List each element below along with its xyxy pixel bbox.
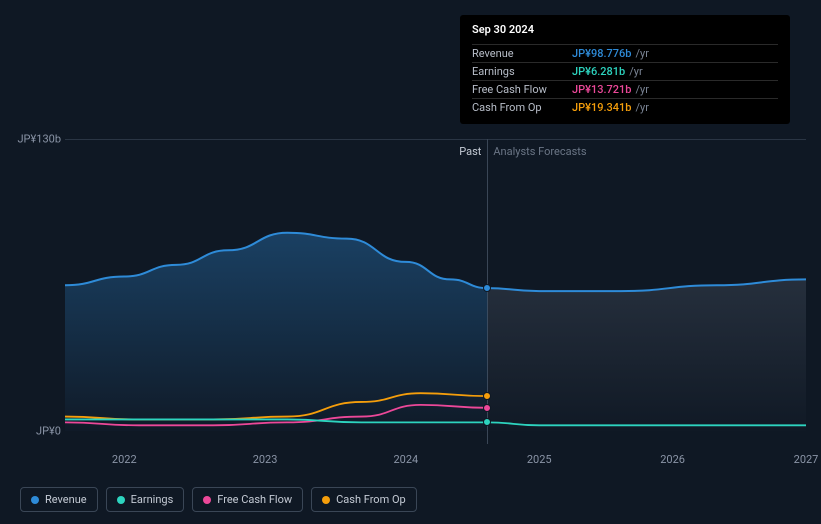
tooltip-label: Cash From Op — [472, 101, 572, 114]
marker-revenue — [483, 284, 491, 292]
tooltip-label: Earnings — [472, 65, 572, 78]
tooltip-row: Cash From OpJP¥19.341b /yr — [472, 98, 778, 116]
tooltip-label: Revenue — [472, 47, 572, 60]
legend-dot-icon — [117, 496, 125, 504]
tooltip-value: JP¥19.341b — [572, 101, 631, 114]
legend-item-earnings[interactable]: Earnings — [106, 487, 185, 512]
legend-label: Free Cash Flow — [217, 493, 292, 506]
tooltip-row: RevenueJP¥98.776b /yr — [472, 44, 778, 62]
tooltip-suffix: /yr — [635, 101, 648, 114]
tooltip-row: EarningsJP¥6.281b /yr — [472, 62, 778, 80]
tooltip-date: Sep 30 2024 — [472, 23, 778, 40]
legend: Revenue Earnings Free Cash Flow Cash From O… — [20, 487, 417, 512]
legend-label: Revenue — [45, 493, 87, 506]
x-axis-label: 2027 — [794, 453, 819, 466]
y-axis-label: JP¥130b — [11, 133, 61, 146]
legend-dot-icon — [203, 496, 211, 504]
marker-fcf — [483, 404, 491, 412]
legend-item-revenue[interactable]: Revenue — [20, 487, 98, 512]
tooltip-suffix: /yr — [635, 83, 648, 96]
x-axis-label: 2026 — [660, 453, 685, 466]
legend-item-cfo[interactable]: Cash From Op — [311, 487, 417, 512]
tooltip-value: JP¥13.721b — [572, 83, 631, 96]
legend-dot-icon — [322, 496, 330, 504]
tooltip: Sep 30 2024 RevenueJP¥98.776b /yrEarning… — [460, 15, 790, 124]
revenue-area-forecast — [487, 279, 806, 431]
tooltip-label: Free Cash Flow — [472, 83, 572, 96]
legend-dot-icon — [31, 496, 39, 504]
x-axis-label: 2023 — [253, 453, 278, 466]
legend-label: Cash From Op — [336, 493, 406, 506]
legend-item-fcf[interactable]: Free Cash Flow — [192, 487, 303, 512]
tooltip-row: Free Cash FlowJP¥13.721b /yr — [472, 80, 778, 98]
tooltip-value: JP¥98.776b — [572, 47, 631, 60]
y-axis-label: JP¥0 — [11, 425, 61, 438]
marker-cfo — [483, 392, 491, 400]
x-axis-label: 2025 — [527, 453, 552, 466]
x-axis-label: 2022 — [112, 453, 137, 466]
x-axis-label: 2024 — [393, 453, 418, 466]
legend-label: Earnings — [131, 493, 174, 506]
revenue-area-past — [65, 233, 487, 431]
tooltip-value: JP¥6.281b — [572, 65, 625, 78]
tooltip-suffix: /yr — [629, 65, 642, 78]
marker-earnings — [483, 418, 491, 426]
tooltip-suffix: /yr — [635, 47, 648, 60]
